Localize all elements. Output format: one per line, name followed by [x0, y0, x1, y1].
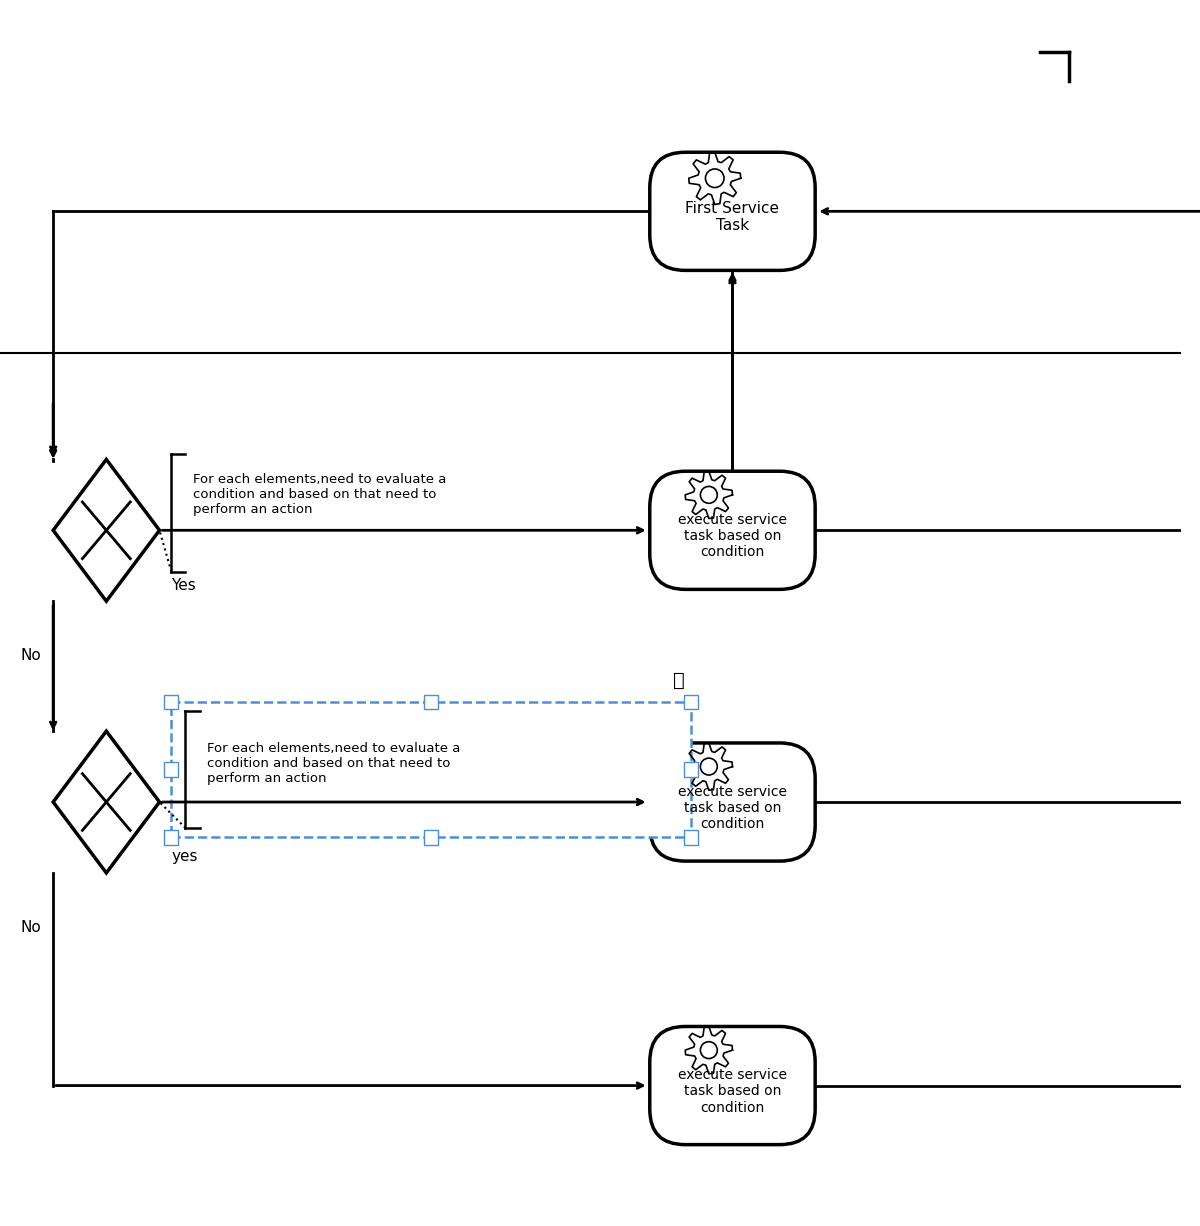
Text: No: No: [20, 921, 41, 935]
Circle shape: [706, 169, 724, 188]
Polygon shape: [53, 731, 160, 873]
FancyBboxPatch shape: [172, 701, 691, 837]
Bar: [684, 763, 698, 776]
Text: For each elements,need to evaluate a
condition and based on that need to
perform: For each elements,need to evaluate a con…: [206, 742, 460, 785]
FancyBboxPatch shape: [649, 152, 815, 271]
Text: Yes: Yes: [172, 577, 196, 592]
FancyBboxPatch shape: [649, 471, 815, 590]
Text: yes: yes: [172, 850, 198, 864]
Text: execute service
task based on
condition: execute service task based on condition: [678, 785, 787, 831]
Text: No: No: [20, 649, 41, 663]
Bar: [164, 694, 179, 709]
Text: 🗑: 🗑: [673, 671, 685, 690]
Bar: [164, 830, 179, 845]
Text: First Service
Task: First Service Task: [685, 201, 780, 233]
Bar: [424, 694, 438, 709]
Text: execute service
task based on
condition: execute service task based on condition: [678, 512, 787, 559]
Circle shape: [701, 487, 718, 504]
Bar: [424, 830, 438, 845]
Bar: [164, 763, 179, 776]
Bar: [684, 694, 698, 709]
Bar: [684, 830, 698, 845]
Text: execute service
task based on
condition: execute service task based on condition: [678, 1068, 787, 1114]
FancyBboxPatch shape: [649, 1026, 815, 1145]
Text: For each elements,need to evaluate a
condition and based on that need to
perform: For each elements,need to evaluate a con…: [192, 473, 446, 516]
FancyBboxPatch shape: [649, 743, 815, 861]
Circle shape: [701, 1042, 718, 1058]
Circle shape: [701, 758, 718, 775]
Polygon shape: [53, 460, 160, 601]
